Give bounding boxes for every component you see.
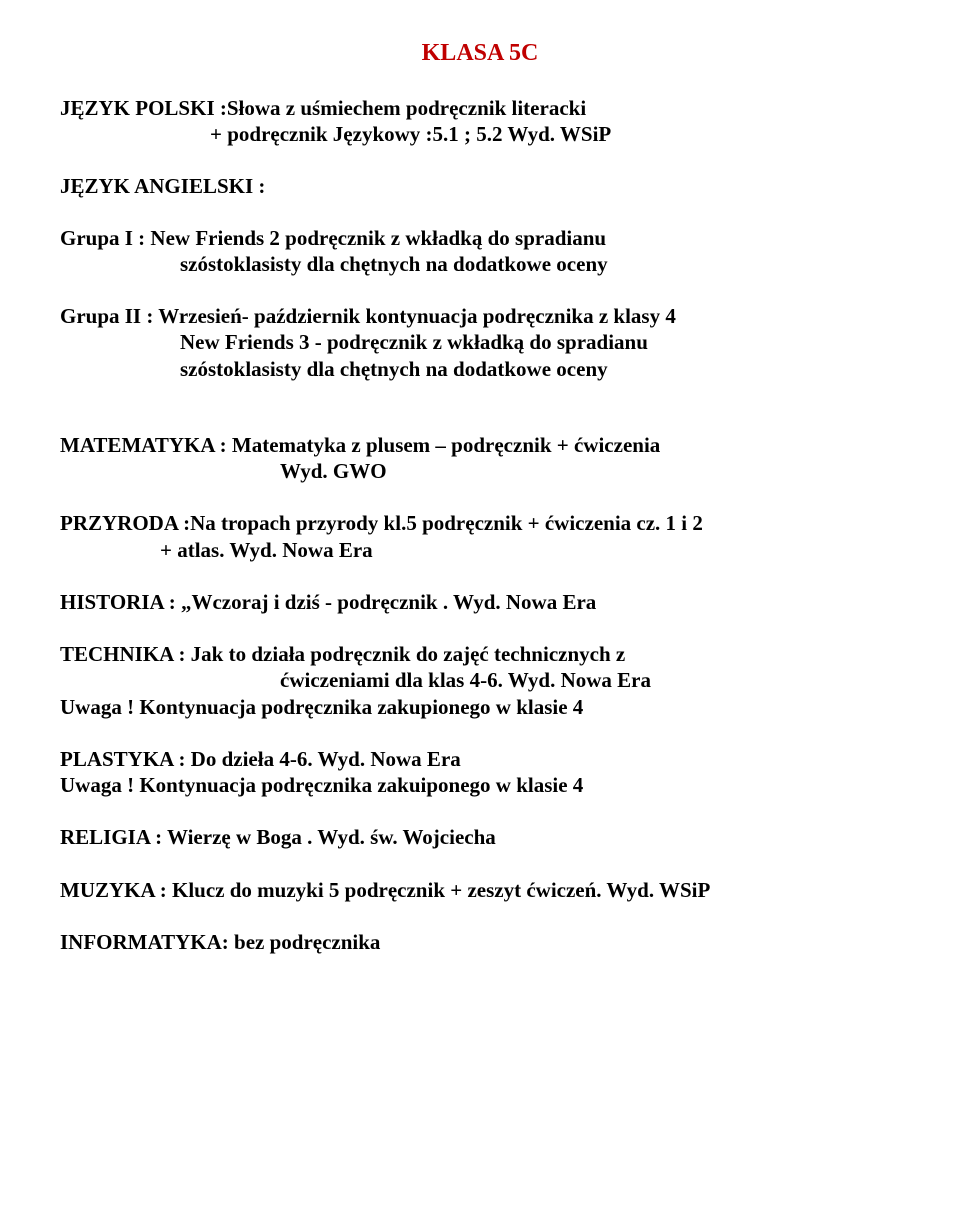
section-matematyka: MATEMATYKA : Matematyka z plusem – podrę… [60,432,900,485]
polski-line1: JĘZYK POLSKI :Słowa z uśmiechem podręczn… [60,95,900,121]
section-angielski-head: JĘZYK ANGIELSKI : [60,174,900,199]
technika-line1: TECHNIKA : Jak to działa podręcznik do z… [60,641,900,667]
technika-line3: Uwaga ! Kontynuacja podręcznika zakupion… [60,694,900,720]
plastyka-line2: Uwaga ! Kontynuacja podręcznika zakuipon… [60,772,900,798]
angielski-g1-line2: szóstoklasisty dla chętnych na dodatkowe… [60,251,900,277]
plastyka-line1: PLASTYKA : Do dzieła 4-6. Wyd. Nowa Era [60,746,900,772]
section-technika: TECHNIKA : Jak to działa podręcznik do z… [60,641,900,720]
section-religia: RELIGIA : Wierzę w Boga . Wyd. św. Wojci… [60,824,900,850]
matematyka-line1: MATEMATYKA : Matematyka z plusem – podrę… [60,432,900,458]
matematyka-line2: Wyd. GWO [60,458,900,484]
section-historia: HISTORIA : „Wczoraj i dziś - podręcznik … [60,589,900,615]
przyroda-line2: + atlas. Wyd. Nowa Era [60,537,900,563]
angielski-g1-line1: Grupa I : New Friends 2 podręcznik z wkł… [60,225,900,251]
section-przyroda: PRZYRODA :Na tropach przyrody kl.5 podrę… [60,510,900,563]
angielski-g2-line2: New Friends 3 - podręcznik z wkładką do … [60,329,900,355]
polski-line2: + podręcznik Językowy :5.1 ; 5.2 Wyd. WS… [60,121,900,147]
section-muzyka: MUZYKA : Klucz do muzyki 5 podręcznik + … [60,877,900,903]
angielski-g2-line3: szóstoklasisty dla chętnych na dodatkowe… [60,356,900,382]
angielski-group2: Grupa II : Wrzesień- październik kontynu… [60,303,900,382]
technika-line2: ćwiczeniami dla klas 4-6. Wyd. Nowa Era [60,667,900,693]
page-title: KLASA 5C [60,40,900,67]
angielski-group1: Grupa I : New Friends 2 podręcznik z wkł… [60,225,900,278]
angielski-g2-line1: Grupa II : Wrzesień- październik kontynu… [60,303,900,329]
section-informatyka: INFORMATYKA: bez podręcznika [60,929,900,955]
section-polski: JĘZYK POLSKI :Słowa z uśmiechem podręczn… [60,95,900,148]
przyroda-line1: PRZYRODA :Na tropach przyrody kl.5 podrę… [60,510,900,536]
section-plastyka: PLASTYKA : Do dzieła 4-6. Wyd. Nowa Era … [60,746,900,799]
